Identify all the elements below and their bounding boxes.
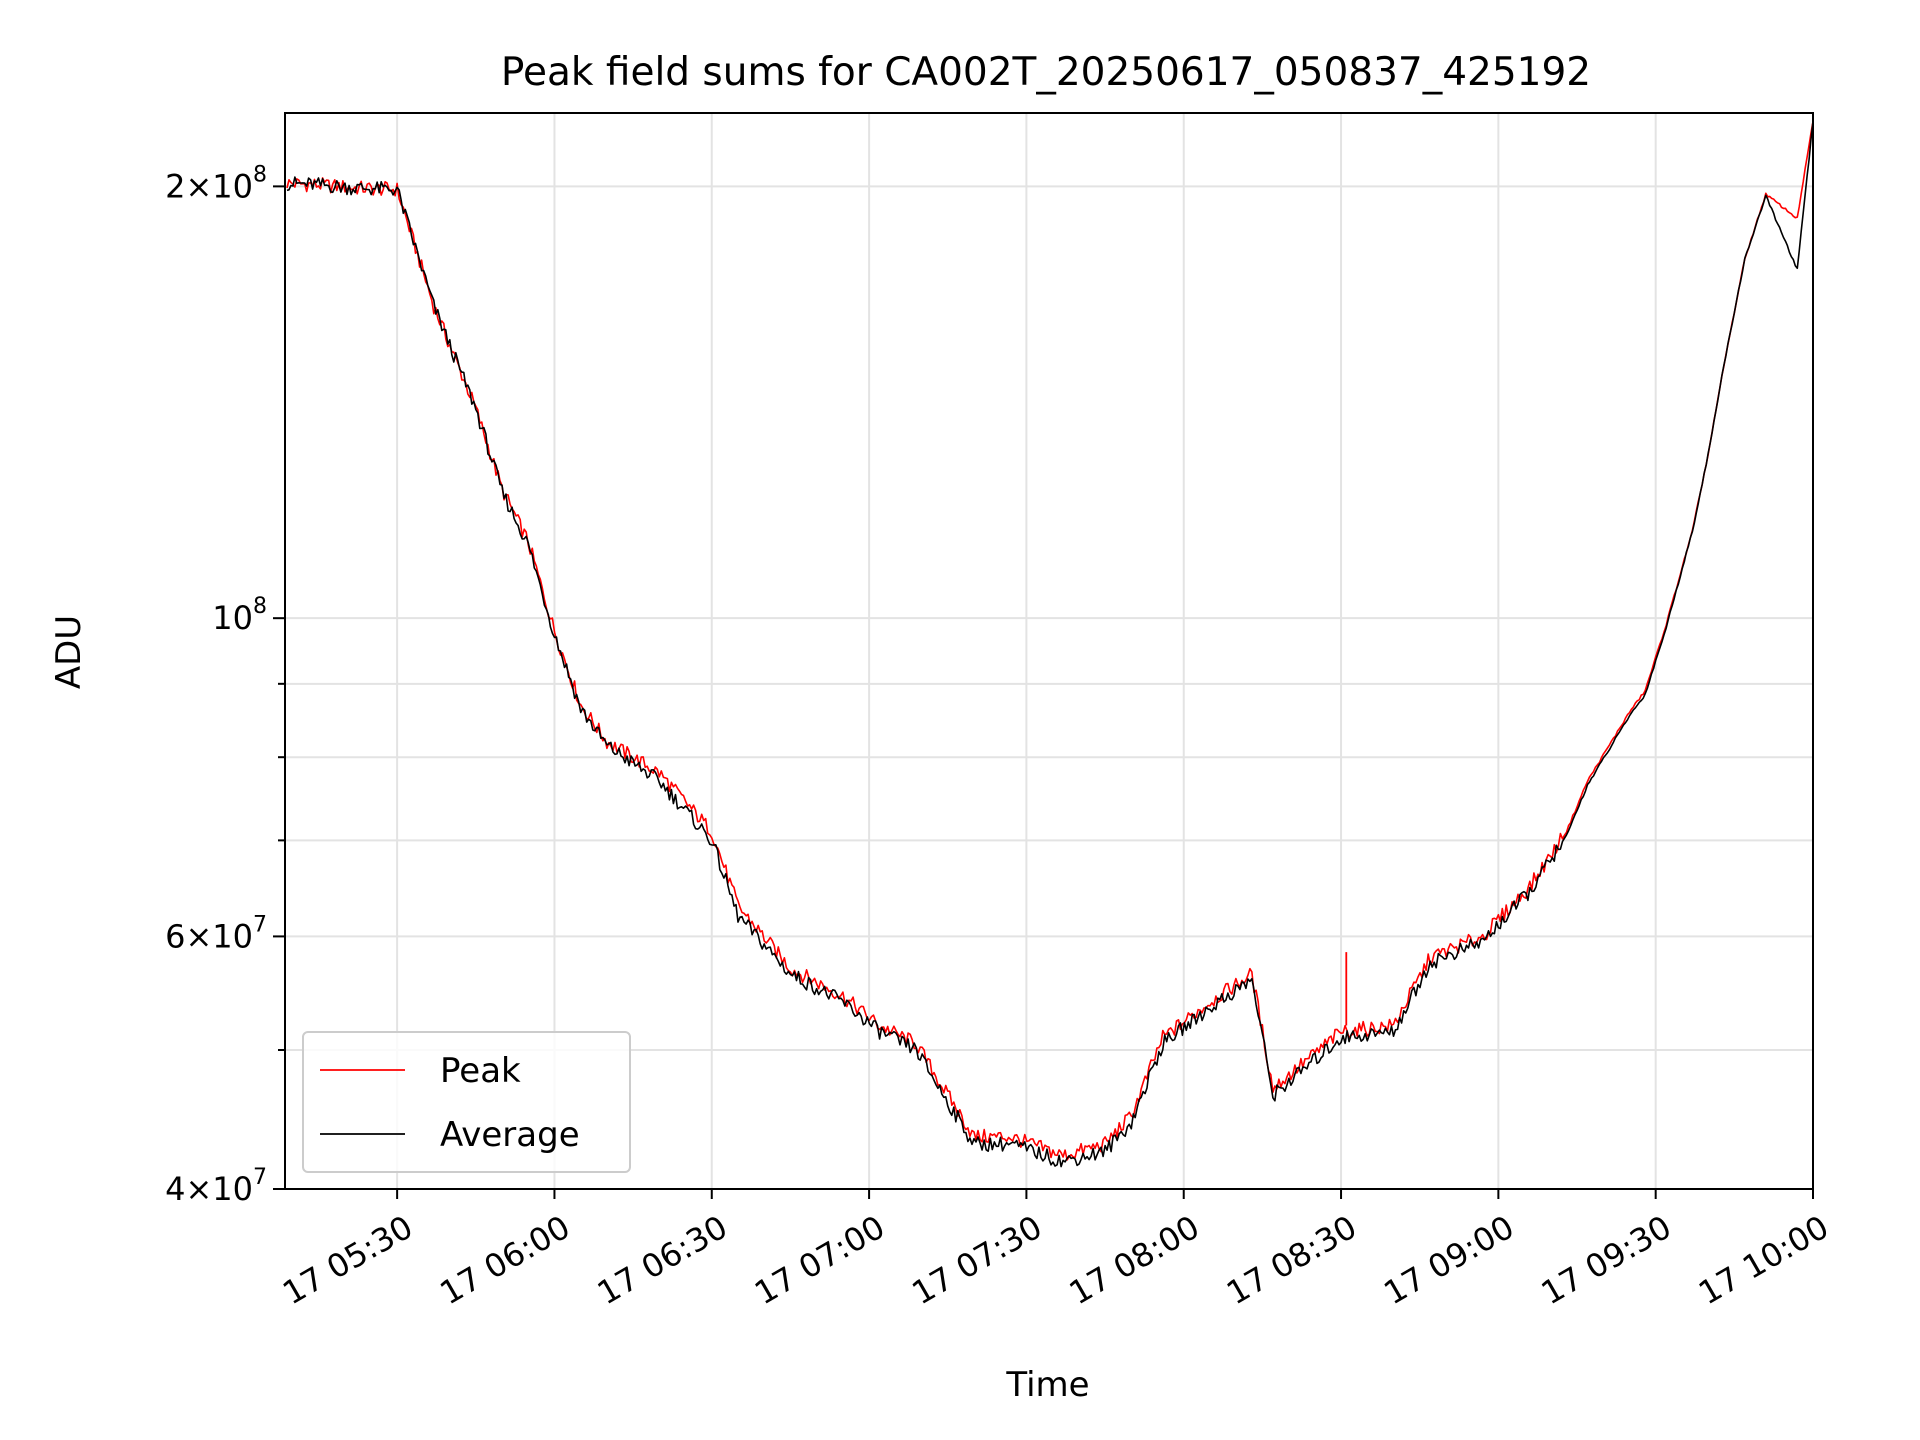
y-tick-mantissa: 2 <box>165 167 185 205</box>
data-lines <box>286 121 1814 1168</box>
legend-box <box>302 1031 631 1173</box>
x-tick-label: 17 08:00 <box>1063 1208 1206 1312</box>
x-tick-label: 17 05:30 <box>276 1208 419 1312</box>
x-tick-label: 17 07:00 <box>748 1208 891 1312</box>
y-tick-label: 108 <box>212 594 267 637</box>
y-tick-mantissa: 4 <box>165 1170 185 1208</box>
x-tick-label: 17 09:30 <box>1535 1208 1678 1312</box>
x-axis: 17 05:30 17 06:00 17 06:30 17 07:00 17 07:30… <box>276 1189 1835 1312</box>
plot-frame <box>284 112 1814 1190</box>
y-tick-exponent: 7 <box>253 912 267 937</box>
y-tick-exponent: 8 <box>253 594 267 619</box>
x-tick-label: 17 08:30 <box>1220 1208 1363 1312</box>
x-tick-label: 17 06:00 <box>434 1208 577 1312</box>
legend-label-average: Average <box>440 1115 580 1155</box>
legend-label-peak: Peak <box>440 1051 521 1091</box>
y-tick-label: 2×108 <box>165 162 267 205</box>
series-line-peak <box>286 121 1814 1161</box>
x-tick-label: 17 06:30 <box>591 1208 734 1312</box>
y-axis-label: ADU <box>49 615 89 689</box>
x-axis-label: Time <box>1005 1365 1089 1405</box>
x-tick-label: 17 07:30 <box>905 1208 1048 1312</box>
y-tick-exponent: 8 <box>253 162 267 187</box>
y-tick-mantissa: 6 <box>165 917 185 955</box>
legend: Peak Average <box>302 1031 631 1173</box>
x-tick-label: 17 10:00 <box>1692 1208 1835 1312</box>
y-tick-label: 6×107 <box>165 912 267 955</box>
y-tick-label: 4×107 <box>165 1165 267 1208</box>
y-tick-exponent: 7 <box>253 1165 267 1190</box>
x-tick-label: 17 09:00 <box>1377 1208 1520 1312</box>
gridlines <box>285 113 1814 1190</box>
y-axis: 4×107 6×107 108 2×108 <box>165 162 285 1208</box>
chart-title: Peak field sums for CA002T_20250617_0508… <box>501 50 1591 95</box>
series-line-average <box>286 121 1814 1168</box>
